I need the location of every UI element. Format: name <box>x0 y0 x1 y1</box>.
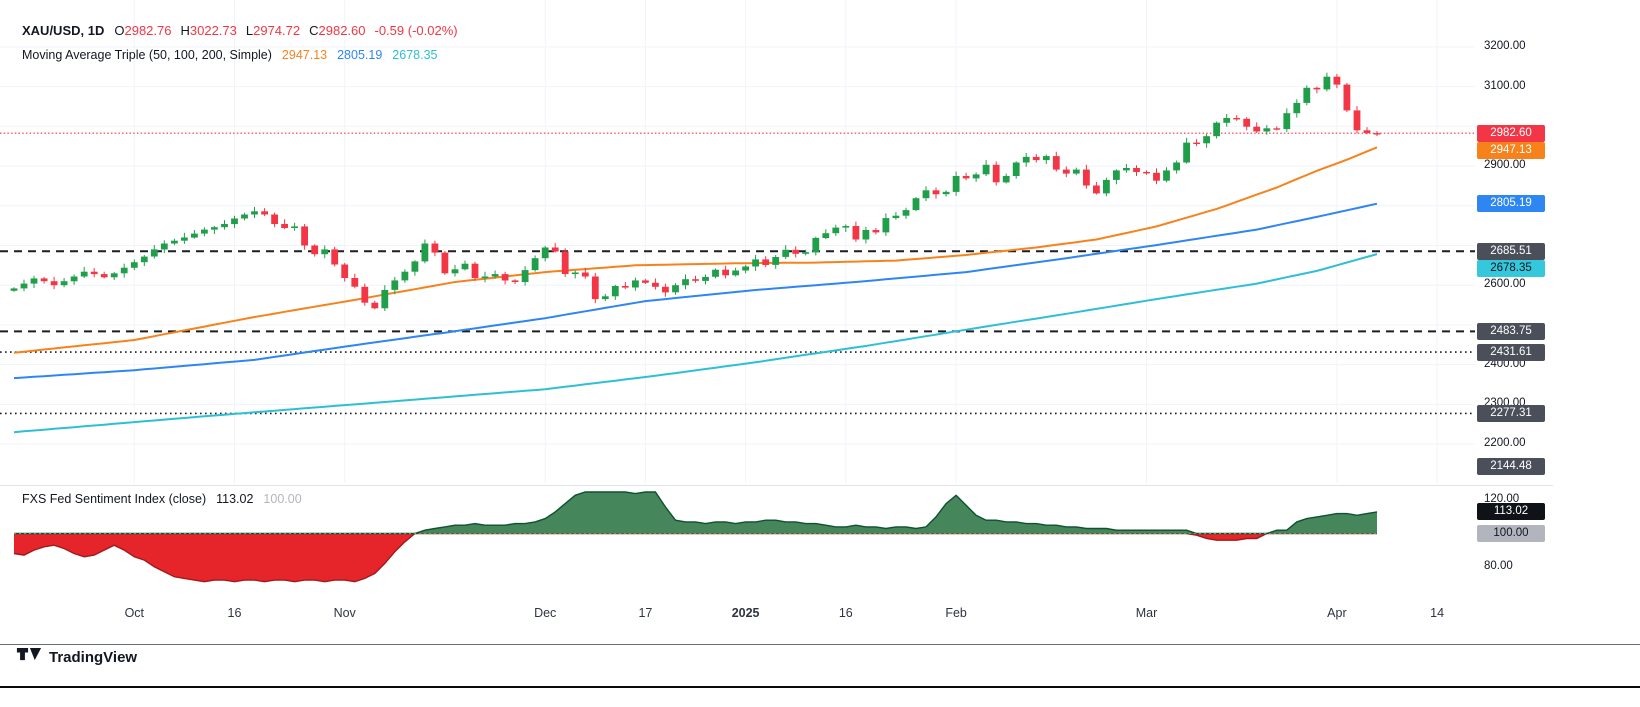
ma100-value: 2805.19 <box>337 48 383 62</box>
panel-divider[interactable] <box>0 485 1553 486</box>
symbol-title: XAU/USD, 1D <box>22 23 105 38</box>
time-axis-label: 17 <box>638 606 653 620</box>
time-axis-label: Dec <box>534 606 557 620</box>
price-axis-badge: 2685.51 <box>1477 242 1545 260</box>
price-axis-badge: 2982.60 <box>1477 124 1545 142</box>
ma-line-sma-50 <box>13 146 1378 354</box>
ma200-value: 2678.35 <box>392 48 438 62</box>
sentiment-panel[interactable] <box>0 487 1475 600</box>
ma50-value: 2947.13 <box>281 48 328 62</box>
price-axis-label: 3100.00 <box>1484 79 1526 92</box>
time-axis-label: 16 <box>227 606 242 620</box>
ma-indicator-title: Moving Average Triple (50, 100, 200, Sim… <box>22 48 272 62</box>
sentiment-baseline-value: 100.00 <box>263 492 302 506</box>
sentiment-indicator-legend[interactable]: FXS Fed Sentiment Index (close) 113.02 1… <box>22 492 302 506</box>
price-axis-badge: 2431.61 <box>1477 343 1545 361</box>
high-value: H3022.73 <box>180 23 237 38</box>
open-value: O2982.76 <box>114 23 172 38</box>
tradingview-wordmark: TradingView <box>49 648 138 666</box>
price-axis-label: 2600.00 <box>1484 278 1526 291</box>
sentiment-chart-svg[interactable] <box>0 487 1475 600</box>
time-axis[interactable]: Oct 16 Nov Dec 17 2025 16 Feb Mar Apr 14 <box>0 600 1553 630</box>
price-axis-badge: 2144.48 <box>1477 457 1545 475</box>
sentiment-axis-label: 120.00 <box>1484 493 1520 506</box>
price-axis-badge: 2805.19 <box>1477 195 1545 213</box>
sentiment-area-positive <box>14 492 1377 534</box>
sentiment-area-negative <box>14 533 1377 582</box>
sentiment-indicator-title: FXS Fed Sentiment Index (close) <box>22 492 207 506</box>
candles <box>10 72 1381 311</box>
change-value: -0.59 (-0.02%) <box>374 23 458 38</box>
tradingview-attribution[interactable]: TradingView <box>16 646 137 668</box>
price-axis-badge: 2678.35 <box>1477 260 1545 278</box>
sentiment-value: 113.02 <box>216 492 254 506</box>
price-axis-badge: 2947.13 <box>1477 142 1545 160</box>
ma-line-sma-100 <box>13 202 1378 380</box>
chart-bottom-border <box>0 644 1640 645</box>
price-chart-svg[interactable] <box>0 0 1475 483</box>
time-axis-label: Mar <box>1135 606 1158 620</box>
sentiment-axis-badge: 100.00 <box>1477 525 1545 542</box>
close-value: C2982.60 <box>309 23 366 38</box>
sentiment-outline-positive <box>14 491 1378 535</box>
price-axis-label: 2200.00 <box>1484 437 1526 450</box>
price-axis[interactable]: 2200.00 2300.00 2400.00 2600.00 2900.00 3100.… <box>1475 0 1640 600</box>
time-axis-label: Feb <box>945 606 967 620</box>
page-bottom-border <box>0 686 1640 688</box>
price-axis-label: 2400.00 <box>1484 357 1526 370</box>
tradingview-logo-icon <box>16 646 42 668</box>
time-axis-label: Nov <box>333 606 356 620</box>
ma-line-sma-200 <box>13 253 1378 434</box>
price-axis-badge: 2483.75 <box>1477 322 1545 340</box>
symbol-legend[interactable]: XAU/USD, 1D O2982.76 H3022.73 L2974.72 C… <box>22 23 458 38</box>
sentiment-axis-label: 80.00 <box>1484 559 1513 572</box>
time-axis-label: Oct <box>124 606 145 620</box>
price-axis-label: 2900.00 <box>1484 159 1526 171</box>
time-axis-label: 16 <box>838 606 853 620</box>
price-axis-label: 3200.00 <box>1484 39 1526 52</box>
sentiment-axis-badge: 113.02 <box>1477 503 1545 521</box>
time-axis-label: 2025 <box>731 606 760 620</box>
ma-indicator-legend[interactable]: Moving Average Triple (50, 100, 200, Sim… <box>22 48 437 62</box>
price-axis-badge: 2277.31 <box>1477 404 1545 422</box>
main-price-panel[interactable] <box>0 0 1475 483</box>
time-axis-label: Apr <box>1327 606 1347 620</box>
time-axis-label: 14 <box>1430 606 1445 620</box>
low-value: L2974.72 <box>245 23 301 38</box>
